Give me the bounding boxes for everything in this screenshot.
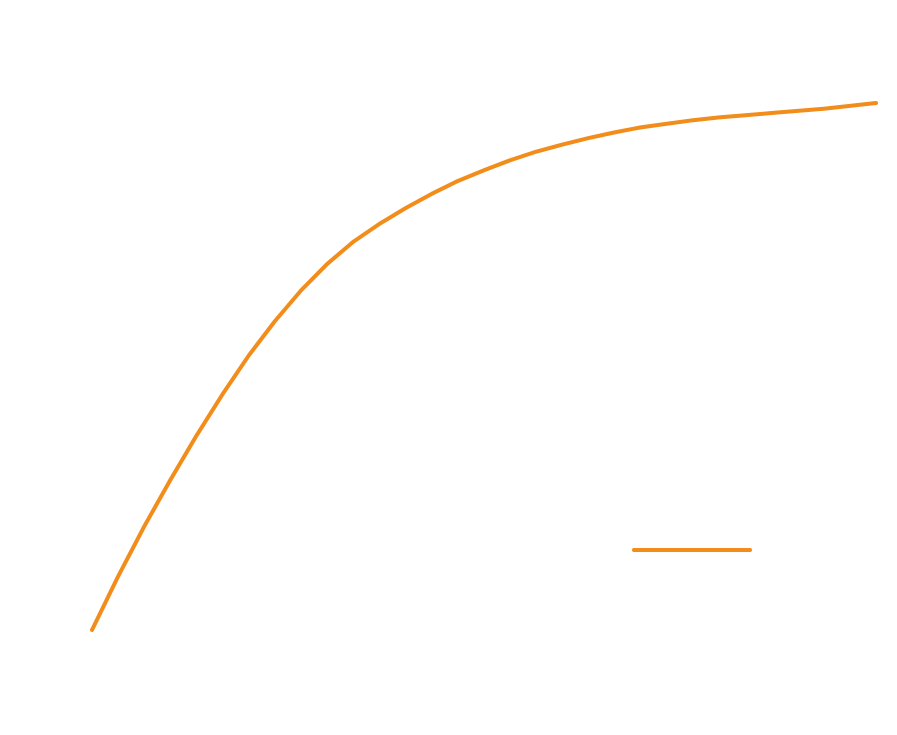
x-tick-label: 25 xyxy=(735,660,755,680)
legend-model-label: Model xyxy=(780,469,845,496)
y-tick-label: 3 xyxy=(65,406,75,426)
y-axis-label: Voltage (V) xyxy=(5,46,32,165)
y-ticks: 0 1 2 3 4 5 6 7 8 xyxy=(65,48,110,640)
x-tick-label: 0 xyxy=(87,660,97,680)
x-ticks: 0 5 10 15 20 25 30 xyxy=(87,608,886,680)
x-axis-label: Speed (km/h) xyxy=(724,702,868,729)
x-tick-label: 5 xyxy=(218,660,228,680)
y-tick-label: 8 xyxy=(65,48,75,68)
y-tick-label: 2 xyxy=(65,477,75,497)
y-tick-label: 1 xyxy=(65,549,75,569)
y-tick-label: 5 xyxy=(65,263,75,283)
legend: Model 7 Series xyxy=(632,460,868,565)
x-tick-label: 15 xyxy=(474,660,494,680)
series-layer xyxy=(90,101,878,632)
x-tick-label: 20 xyxy=(605,660,625,680)
y-tick-label: 0 xyxy=(65,620,75,640)
chart-title: Wheel Hub Voltage Output Test xyxy=(246,9,665,42)
y-tick-label: 7 xyxy=(65,120,75,140)
y-tick-label: 6 xyxy=(65,191,75,211)
plot-frame xyxy=(91,57,877,631)
y-tick-label: 4 xyxy=(65,334,75,354)
series-line-1 xyxy=(90,101,878,632)
x-tick-label: 30 xyxy=(866,660,886,680)
x-tick-label: 10 xyxy=(343,660,363,680)
legend-seven-series-label: 7 Series xyxy=(780,538,868,565)
